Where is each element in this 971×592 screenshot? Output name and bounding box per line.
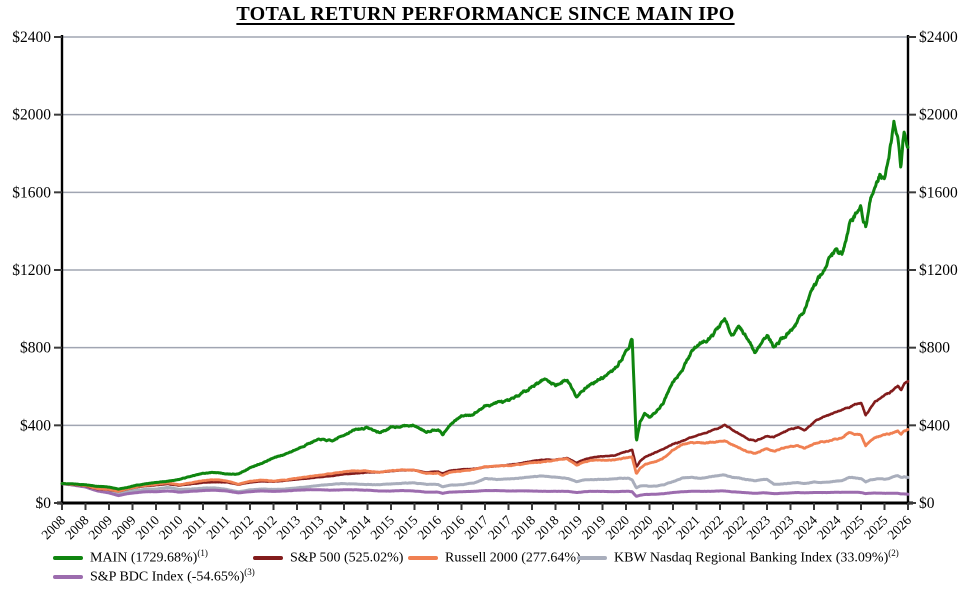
legend-label-main: MAIN (1729.68%)(1) (90, 548, 208, 566)
legend-item-bdc-index: S&P BDC Index (-54.65%)(3) (53, 568, 255, 586)
y-tick-label-left: $0 (36, 495, 52, 512)
x-tick-label: 2017 (461, 512, 491, 542)
x-tick-label: 2025 (861, 512, 891, 542)
series-line-s-p-500 (60, 379, 910, 493)
y-tick-label-right: $2000 (919, 107, 958, 124)
y-tick-label-right: $400 (919, 417, 950, 434)
x-tick-label: 2010 (156, 512, 186, 542)
x-tick-label: 2018 (508, 512, 538, 542)
x-tick-label: 2024 (814, 512, 844, 542)
x-tick-label: 2019 (555, 512, 585, 542)
x-tick-label: 2016 (438, 512, 468, 542)
y-tick-label-right: $1200 (919, 262, 958, 279)
y-tick-label-left: $1200 (12, 262, 51, 279)
x-tick-label: 2022 (696, 513, 726, 543)
y-tick-label-left: $2400 (12, 29, 51, 46)
x-tick-label: 2011 (180, 513, 209, 542)
y-tick-label-right: $2400 (919, 29, 958, 46)
x-tick-label: 2012 (250, 513, 280, 543)
x-tick-label: 2021 (649, 513, 679, 543)
series-line-russell-2000 (60, 427, 910, 493)
x-tick-label: 2025 (837, 512, 867, 542)
legend-swatch-kbw-line (577, 555, 607, 561)
x-tick-label: 2020 (626, 512, 656, 542)
x-tick-label: 2013 (273, 512, 303, 542)
x-tick-label: 2015 (391, 512, 421, 542)
x-tick-label: 2018 (532, 512, 562, 542)
legend-label-sp500: S&P 500 (525.02%) (290, 550, 404, 566)
legend-label-bdc: S&P BDC Index (-54.65%)(3) (90, 567, 255, 585)
legend-item-kbw-index: KBW Nasdaq Regional Banking Index (33.09… (577, 549, 899, 567)
x-tick-label: 2020 (602, 512, 632, 542)
x-tick-label: 2026 (884, 512, 914, 542)
y-tick-label-left: $1600 (12, 184, 51, 201)
legend-item-sp500: S&P 500 (525.02%) (253, 549, 403, 567)
x-tick-label: 2014 (344, 512, 374, 542)
legend-swatch-sp500-line (253, 555, 283, 561)
x-tick-label: 2022 (720, 513, 750, 543)
chart-title: TOTAL RETURN PERFORMANCE SINCE MAIN IPO (236, 3, 735, 25)
y-tick-labels: $0 $0 $400 $400 $800 $800 $1200 $1200 $1600 $1600… (12, 29, 958, 512)
x-tick-label: 2023 (767, 512, 797, 542)
x-tick-label: 2012 (226, 513, 256, 543)
series-line-kbw-nasdaq-regional-banking-index (60, 473, 910, 496)
x-tick-label: 2010 (132, 512, 162, 542)
legend-label-kbw: KBW Nasdaq Regional Banking Index (33.09… (614, 548, 899, 566)
footnote-marker-2: (2) (888, 548, 899, 558)
x-tick-label: 2015 (367, 512, 397, 542)
x-tick-label: 2016 (414, 512, 444, 542)
y-tick-label-right: $0 (919, 495, 935, 512)
y-tick-label-left: $400 (20, 417, 51, 434)
y-tick-label-left: $800 (20, 340, 51, 357)
x-tick-label: 2009 (85, 512, 115, 542)
x-tick-label: 2011 (203, 513, 232, 542)
x-tick-label: 2008 (38, 512, 68, 542)
y-tick-label-right: $800 (919, 340, 950, 357)
footnote-marker-1: (1) (197, 548, 208, 558)
x-tick-labels: 2008200820092009201020102011201120122012… (38, 503, 914, 542)
legend-swatch-bdc-line (53, 574, 83, 580)
y-tick-label-right: $1600 (919, 184, 958, 201)
x-tick-label: 2013 (297, 512, 327, 542)
x-tick-label: 2014 (320, 512, 350, 542)
series-line-main (60, 119, 910, 491)
legend-label-russell2000: Russell 2000 (277.64%) (445, 550, 581, 566)
x-tick-label: 2023 (743, 512, 773, 542)
x-tick-label: 2021 (673, 513, 703, 543)
x-tick-label: 2019 (579, 512, 609, 542)
legend-swatch-russell2000-line (408, 555, 438, 561)
series-line-s-p-bdc-index (60, 482, 910, 498)
legend-item-russell2000: Russell 2000 (277.64%) (408, 549, 581, 567)
x-tick-label: 2017 (485, 512, 515, 542)
legend-swatch-main-line (53, 555, 83, 561)
x-tick-label: 2008 (62, 512, 92, 542)
chart-area: $0 $0 $400 $400 $800 $800 $1200 $1200 $1600 $1600… (12, 29, 958, 542)
legend-item-main: MAIN (1729.68%)(1) (53, 549, 208, 567)
y-tick-label-left: $2000 (12, 107, 51, 124)
footnote-marker-3: (3) (244, 567, 255, 577)
x-tick-label: 2009 (109, 512, 139, 542)
x-tick-label: 2024 (790, 512, 820, 542)
grid-lines (62, 36, 908, 427)
